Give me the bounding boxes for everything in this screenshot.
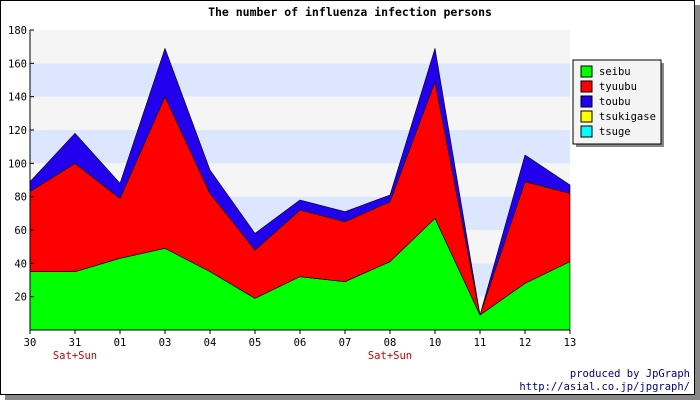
chart-title: The number of influenza infection person… [208, 5, 492, 19]
y-tick-label: 20 [14, 292, 27, 304]
x-tick-label: 31 [69, 337, 82, 349]
y-tick-label: 120 [8, 125, 27, 137]
x-sub-label: Sat+Sun [368, 350, 412, 362]
y-tick-label: 180 [8, 25, 27, 37]
legend-label-tsukigase: tsukigase [599, 111, 656, 123]
legend-swatch-tyuubu [580, 80, 593, 93]
x-tick-label: 05 [249, 337, 262, 349]
credit-line-1: produced by JpGraph [570, 368, 690, 380]
x-tick-label: 30 [24, 337, 37, 349]
x-tick-label: 11 [474, 337, 487, 349]
legend: seibu tyuubu toubu tsukigase tsuge [572, 59, 664, 147]
x-tick-label: 01 [114, 337, 127, 349]
area-toubu [29, 48, 571, 316]
legend-label-toubu: toubu [599, 96, 631, 108]
legend-label-seibu: seibu [599, 66, 631, 78]
x-tick-label: 06 [294, 337, 307, 349]
x-tick-label: 12 [519, 337, 532, 349]
x-tick-label: 03 [159, 337, 172, 349]
legend-label-tyuubu: tyuubu [599, 81, 637, 93]
y-tick-label: 40 [14, 258, 27, 270]
y-tick-label: 60 [14, 225, 27, 237]
legend-label-tsuge: tsuge [599, 126, 631, 138]
x-tick-label: 07 [339, 337, 352, 349]
x-tick-label: 08 [384, 337, 397, 349]
x-tick-label: 13 [564, 337, 577, 349]
legend-swatch-tsuge [580, 125, 593, 138]
y-tick-label: 100 [8, 158, 27, 170]
y-tick-label: 140 [8, 92, 27, 104]
x-tick-label: 04 [204, 337, 217, 349]
legend-swatch-tsukigase [580, 110, 593, 123]
x-tick-label: 10 [429, 337, 442, 349]
y-tick-label: 160 [8, 58, 27, 70]
credit-line-2: http://asial.co.jp/jpgraph/ [519, 381, 690, 393]
plot-band [30, 130, 570, 164]
y-tick-label: 80 [14, 192, 27, 204]
plot-band [30, 63, 570, 97]
legend-swatch-toubu [580, 95, 593, 108]
plot-band [30, 30, 570, 64]
legend-swatch-seibu [580, 65, 593, 78]
plot-band [30, 96, 570, 130]
x-sub-label: Sat+Sun [53, 350, 97, 362]
